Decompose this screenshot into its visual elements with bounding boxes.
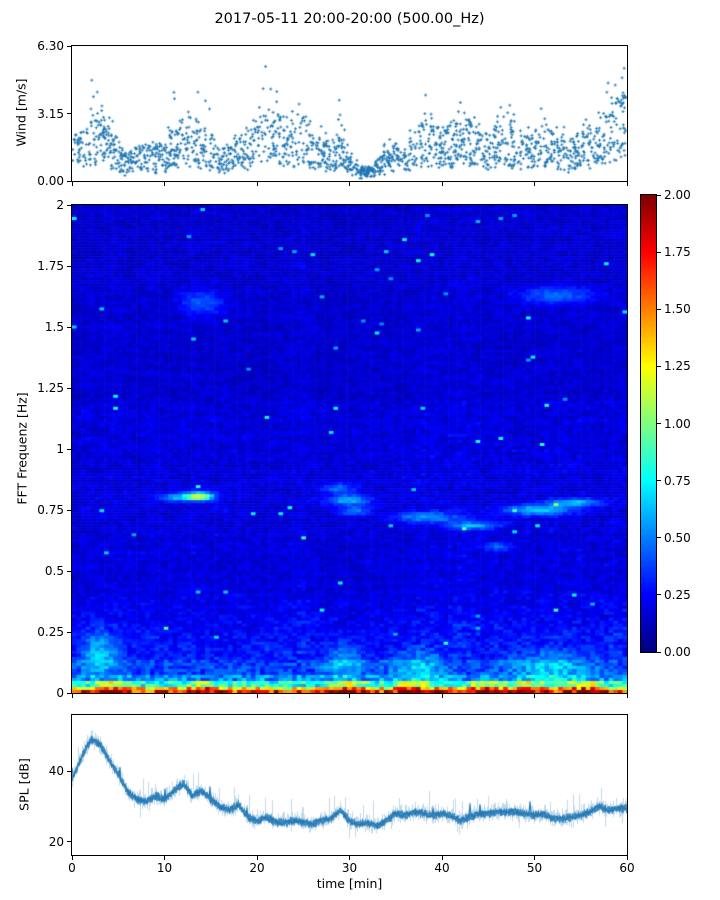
- fft-y-tick-label: 1: [56, 442, 64, 456]
- x-tick: [256, 182, 258, 186]
- x-tick: [349, 694, 350, 698]
- colorbar-tick-label: 0.75: [664, 473, 691, 488]
- fft-y-tick-label: 1.25: [37, 381, 64, 395]
- wind-y-tick: [67, 180, 71, 182]
- colorbar-tick-label: 0.00: [664, 645, 691, 659]
- colorbar-tick: [657, 365, 661, 367]
- spl-y-tick-label: 20: [48, 834, 64, 849]
- x-tick: [256, 856, 258, 860]
- colorbar-tick-label: 1.75: [664, 245, 691, 260]
- fft-y-tick-label: 1.5: [44, 320, 64, 334]
- fft-y-tick: [67, 387, 71, 389]
- x-tick-label: 50: [526, 861, 543, 875]
- x-tick: [626, 856, 628, 860]
- x-tick: [71, 856, 73, 860]
- spl-y-tick: [67, 770, 71, 772]
- x-tick: [71, 182, 73, 186]
- spl-y-tick-label: 40: [48, 764, 64, 778]
- x-tick: [164, 856, 165, 860]
- colorbar-gradient-canvas: [641, 195, 656, 652]
- wind-y-tick: [67, 45, 71, 47]
- fft-y-tick: [67, 204, 71, 206]
- x-tick: [441, 856, 443, 860]
- fft-y-tick: [67, 509, 71, 511]
- chart-title: 2017-05-11 20:00-20:00 (500.00_Hz): [214, 11, 485, 27]
- x-tick: [349, 182, 350, 186]
- fft-y-tick: [67, 692, 71, 694]
- spl-y-tick: [67, 841, 71, 843]
- wind-y-tick: [67, 113, 71, 114]
- spl-y-axis-label: SPL [dB]: [16, 758, 32, 811]
- x-tick: [164, 694, 165, 698]
- fft-y-tick: [67, 448, 71, 450]
- colorbar-tick: [657, 480, 661, 482]
- colorbar-tick-label: 1.25: [664, 359, 691, 374]
- x-tick: [71, 694, 73, 698]
- fft-y-tick-label: 0.5: [44, 564, 64, 578]
- x-tick-label: 60: [619, 861, 635, 875]
- colorbar-tick: [657, 537, 661, 539]
- colorbar-tick: [657, 251, 661, 253]
- x-tick: [256, 694, 258, 698]
- colorbar-tick-label: 2.00: [664, 188, 691, 202]
- colorbar-tick: [657, 423, 661, 424]
- fft-y-tick-label: 0.75: [37, 503, 64, 517]
- x-tick: [534, 694, 535, 698]
- x-tick-label: 0: [68, 861, 76, 875]
- x-tick: [534, 856, 535, 860]
- fft-y-tick: [67, 265, 71, 267]
- fft-y-tick-label: 2: [56, 198, 64, 212]
- fft-spectrogram-plot: [71, 204, 628, 694]
- x-tick: [441, 694, 443, 698]
- x-tick: [626, 182, 628, 186]
- colorbar: [640, 194, 657, 653]
- x-tick: [534, 182, 535, 186]
- fft-y-tick: [67, 326, 71, 328]
- colorbar-tick: [657, 194, 661, 196]
- wind-y-tick-label: 6.30: [37, 39, 64, 53]
- fft-spectrogram-canvas: [72, 205, 627, 693]
- x-tick-label: 30: [341, 861, 358, 875]
- colorbar-tick: [657, 308, 661, 310]
- x-tick: [164, 182, 165, 186]
- colorbar-tick-label: 0.25: [664, 587, 691, 602]
- spl-line-canvas: [72, 715, 627, 855]
- fft-y-tick: [67, 631, 71, 633]
- fft-y-tick-label: 0: [56, 686, 64, 700]
- wind-y-tick-label: 0.00: [37, 174, 64, 188]
- spl-line-plot: [71, 714, 628, 856]
- colorbar-tick-label: 0.50: [664, 530, 691, 545]
- colorbar-tick-label: 1.50: [664, 302, 691, 317]
- wind-scatter-plot: [71, 45, 628, 182]
- colorbar-tick: [657, 594, 661, 596]
- colorbar-tick: [657, 651, 661, 653]
- fft-y-tick-label: 0.25: [37, 625, 64, 639]
- wind-y-tick-label: 3.15: [37, 106, 64, 121]
- x-tick: [626, 694, 628, 698]
- x-tick: [441, 182, 443, 186]
- x-axis-label: time [min]: [316, 876, 383, 891]
- x-tick-label: 20: [249, 861, 265, 875]
- x-tick-label: 40: [434, 861, 450, 875]
- x-tick: [349, 856, 350, 860]
- fft-y-tick-label: 1.75: [37, 259, 64, 273]
- wind-scatter-canvas: [72, 46, 627, 181]
- fft-y-tick: [67, 570, 71, 572]
- colorbar-tick-label: 1.00: [664, 416, 691, 431]
- x-tick-label: 10: [156, 861, 173, 875]
